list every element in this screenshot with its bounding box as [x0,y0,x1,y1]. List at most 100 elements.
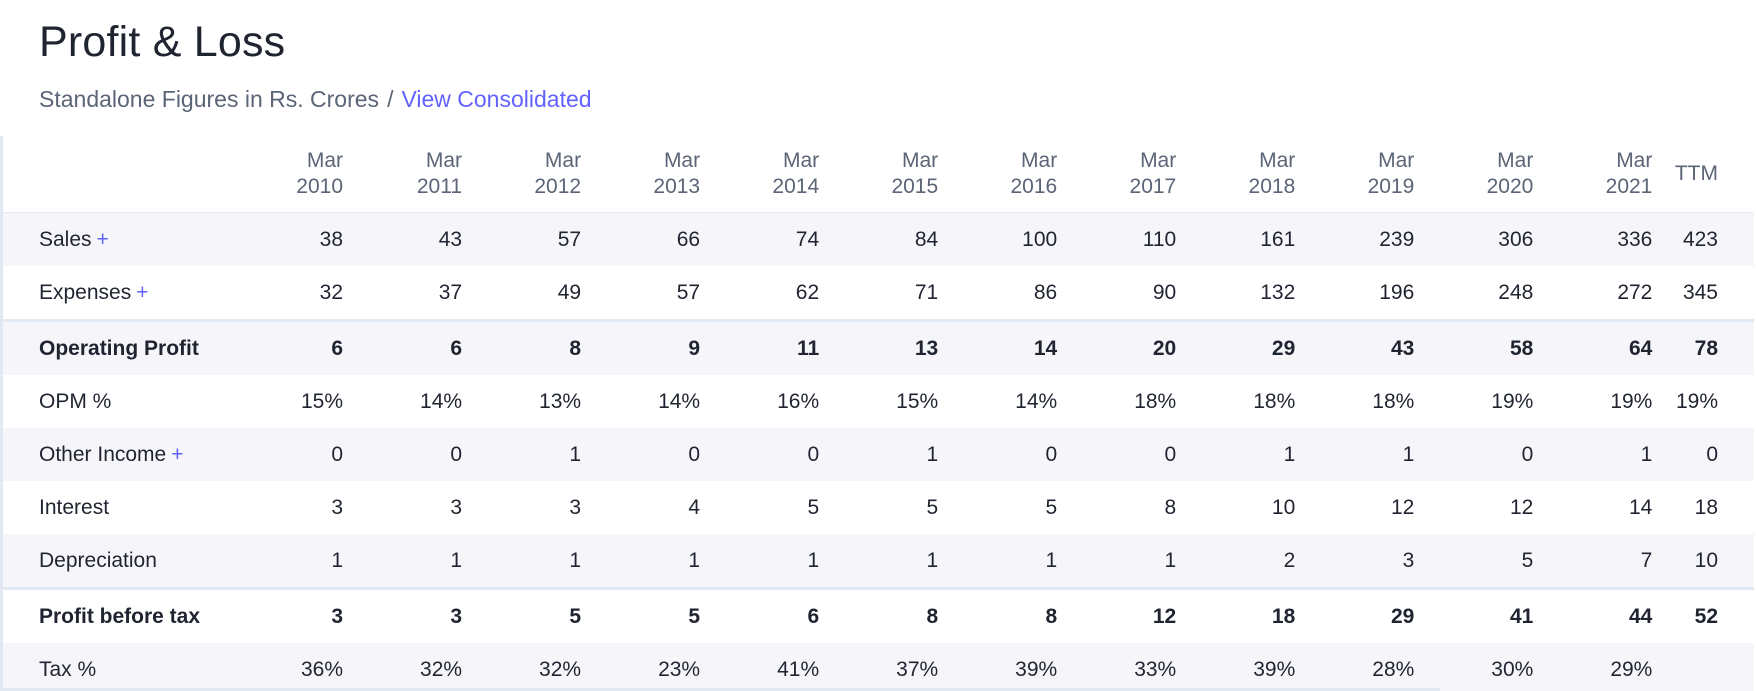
table-cell: 110 [1069,212,1189,266]
column-header-2013: Mar 2013 [593,136,713,213]
table-cell: 14% [420,389,463,413]
column-month: Mar [1378,149,1415,172]
column-month: Mar [782,149,820,172]
column-year: 2012 [534,175,582,198]
column-month: Mar [1140,149,1177,172]
table-cell: 44 [1545,587,1665,643]
table-cell: 18 [1188,587,1308,643]
column-header-2020: Mar 2020 [1426,136,1546,213]
row-label: Sales [39,227,92,251]
view-consolidated-link[interactable]: View Consolidated [401,86,592,112]
table-cell: 1 [1307,428,1427,481]
row-label-cell: Tax % [3,643,236,691]
table-cell: 9 [593,319,713,375]
table-cell: 8 [831,587,951,643]
table-cell: 18% [1134,389,1177,413]
table-row-sales[interactable]: Sales +38 43 57 66 74 84 100 110 161 239 306 336 423 [3,212,1754,266]
table-cell: 5 [1045,495,1058,519]
table-row-interest: Interest 3 3 3 4 5 5 5 8 10 12 12 14 18 [3,481,1754,534]
ttm-cell: 19% [1675,389,1718,413]
table-cell: 1 [355,534,475,589]
table-row-expenses[interactable]: Expenses +32 37 49 57 62 71 86 90 132 196 248 272 345 [3,266,1754,321]
column-header-2014: Mar 2014 [712,136,832,213]
ttm-cell: 18 [1694,495,1718,519]
table-cell: 6 [355,319,475,375]
page-title: Profit & Loss [39,18,286,66]
table-cell: 13% [539,389,582,413]
table-cell: 5 [1426,534,1546,589]
subtitle-separator: / [387,86,394,112]
table-cell: 5 [474,587,594,643]
column-year: 2020 [1486,175,1534,198]
column-year: 2015 [891,175,939,198]
column-month: Mar [663,149,701,172]
table-cell: 3 [355,587,475,643]
column-header-2010: Mar 2010 [235,136,356,213]
column-month: Mar [544,149,582,172]
table-cell: 3 [569,495,582,519]
table-header-row: Mar 2010 Mar 2011 Mar 2012 Mar 2013 Mar 2014 Mar 20… [3,136,1754,213]
table-cell: 1 [1545,428,1665,481]
ttm-cell: 52 [1664,587,1754,643]
table-row-other-income[interactable]: Other Income +0 0 1 0 0 1 0 0 1 1 0 1 0 [3,428,1754,481]
row-label-cell: Profit before tax [3,587,236,643]
ttm-cell [1664,643,1754,691]
ttm-cell: 10 [1664,534,1754,589]
column-year: 2017 [1129,175,1177,198]
table-cell: 62 [795,280,820,304]
column-year: 2010 [296,175,344,198]
table-cell: 23% [593,643,713,691]
table-cell: 57 [474,212,594,266]
table-body: Sales +38 43 57 66 74 84 100 110 161 239 306 336 423 E… [3,212,1754,691]
row-label-cell: Other Income + [3,428,236,481]
column-year: 2021 [1605,175,1653,198]
table-cell: 74 [712,212,832,266]
expand-plus-icon[interactable]: + [171,442,184,466]
table-cell: 0 [1426,428,1546,481]
table-cell: 10 [1271,495,1296,519]
row-label: Expenses [39,280,132,304]
column-header-2021: Mar 2021 [1545,136,1665,213]
table-cell: 14% [658,389,701,413]
row-label-cell: OPM % [3,375,236,428]
table-cell: 41% [712,643,832,691]
table-cell: 12 [1509,495,1534,519]
table-cell: 306 [1426,212,1546,266]
column-month: Mar [1616,149,1653,172]
column-month: Mar [1259,149,1296,172]
table-cell: 5 [807,495,820,519]
table-cell: 43 [355,212,475,266]
column-month: Mar [1497,149,1534,172]
pl-table-container: Mar 2010 Mar 2011 Mar 2012 Mar 2013 Mar 2014 Mar 20… [0,136,1756,691]
table-cell: 33% [1069,643,1189,691]
column-month: Mar [902,149,939,172]
row-label: Interest [39,495,110,519]
column-month: Mar [306,149,344,172]
profit-loss-table: Mar 2010 Mar 2011 Mar 2012 Mar 2013 Mar 2014 Mar 20… [3,136,1754,691]
table-cell: 6 [235,319,356,375]
table-cell: 132 [1260,280,1296,304]
table-cell: 1 [1188,428,1308,481]
expand-plus-icon[interactable]: + [136,280,149,304]
row-label: Other Income [39,442,167,466]
table-cell: 90 [1152,280,1177,304]
row-label-cell: Sales + [3,212,236,266]
table-cell: 18% [1253,389,1296,413]
column-header-2018: Mar 2018 [1188,136,1308,213]
table-cell: 5 [593,587,713,643]
expand-plus-icon[interactable]: + [96,227,109,251]
table-cell: 5 [926,495,939,519]
column-month: Mar [1021,149,1058,172]
table-cell: 336 [1545,212,1665,266]
column-header-2019: Mar 2019 [1307,136,1427,213]
table-cell: 28% [1307,643,1427,691]
table-cell: 1 [593,534,713,589]
table-cell: 39% [950,643,1070,691]
column-header-2011: Mar 2011 [355,136,475,213]
table-cell: 84 [831,212,951,266]
table-cell: 14 [1629,495,1653,519]
table-cell: 272 [1617,280,1653,304]
table-cell: 66 [593,212,713,266]
table-cell: 32 [319,280,344,304]
